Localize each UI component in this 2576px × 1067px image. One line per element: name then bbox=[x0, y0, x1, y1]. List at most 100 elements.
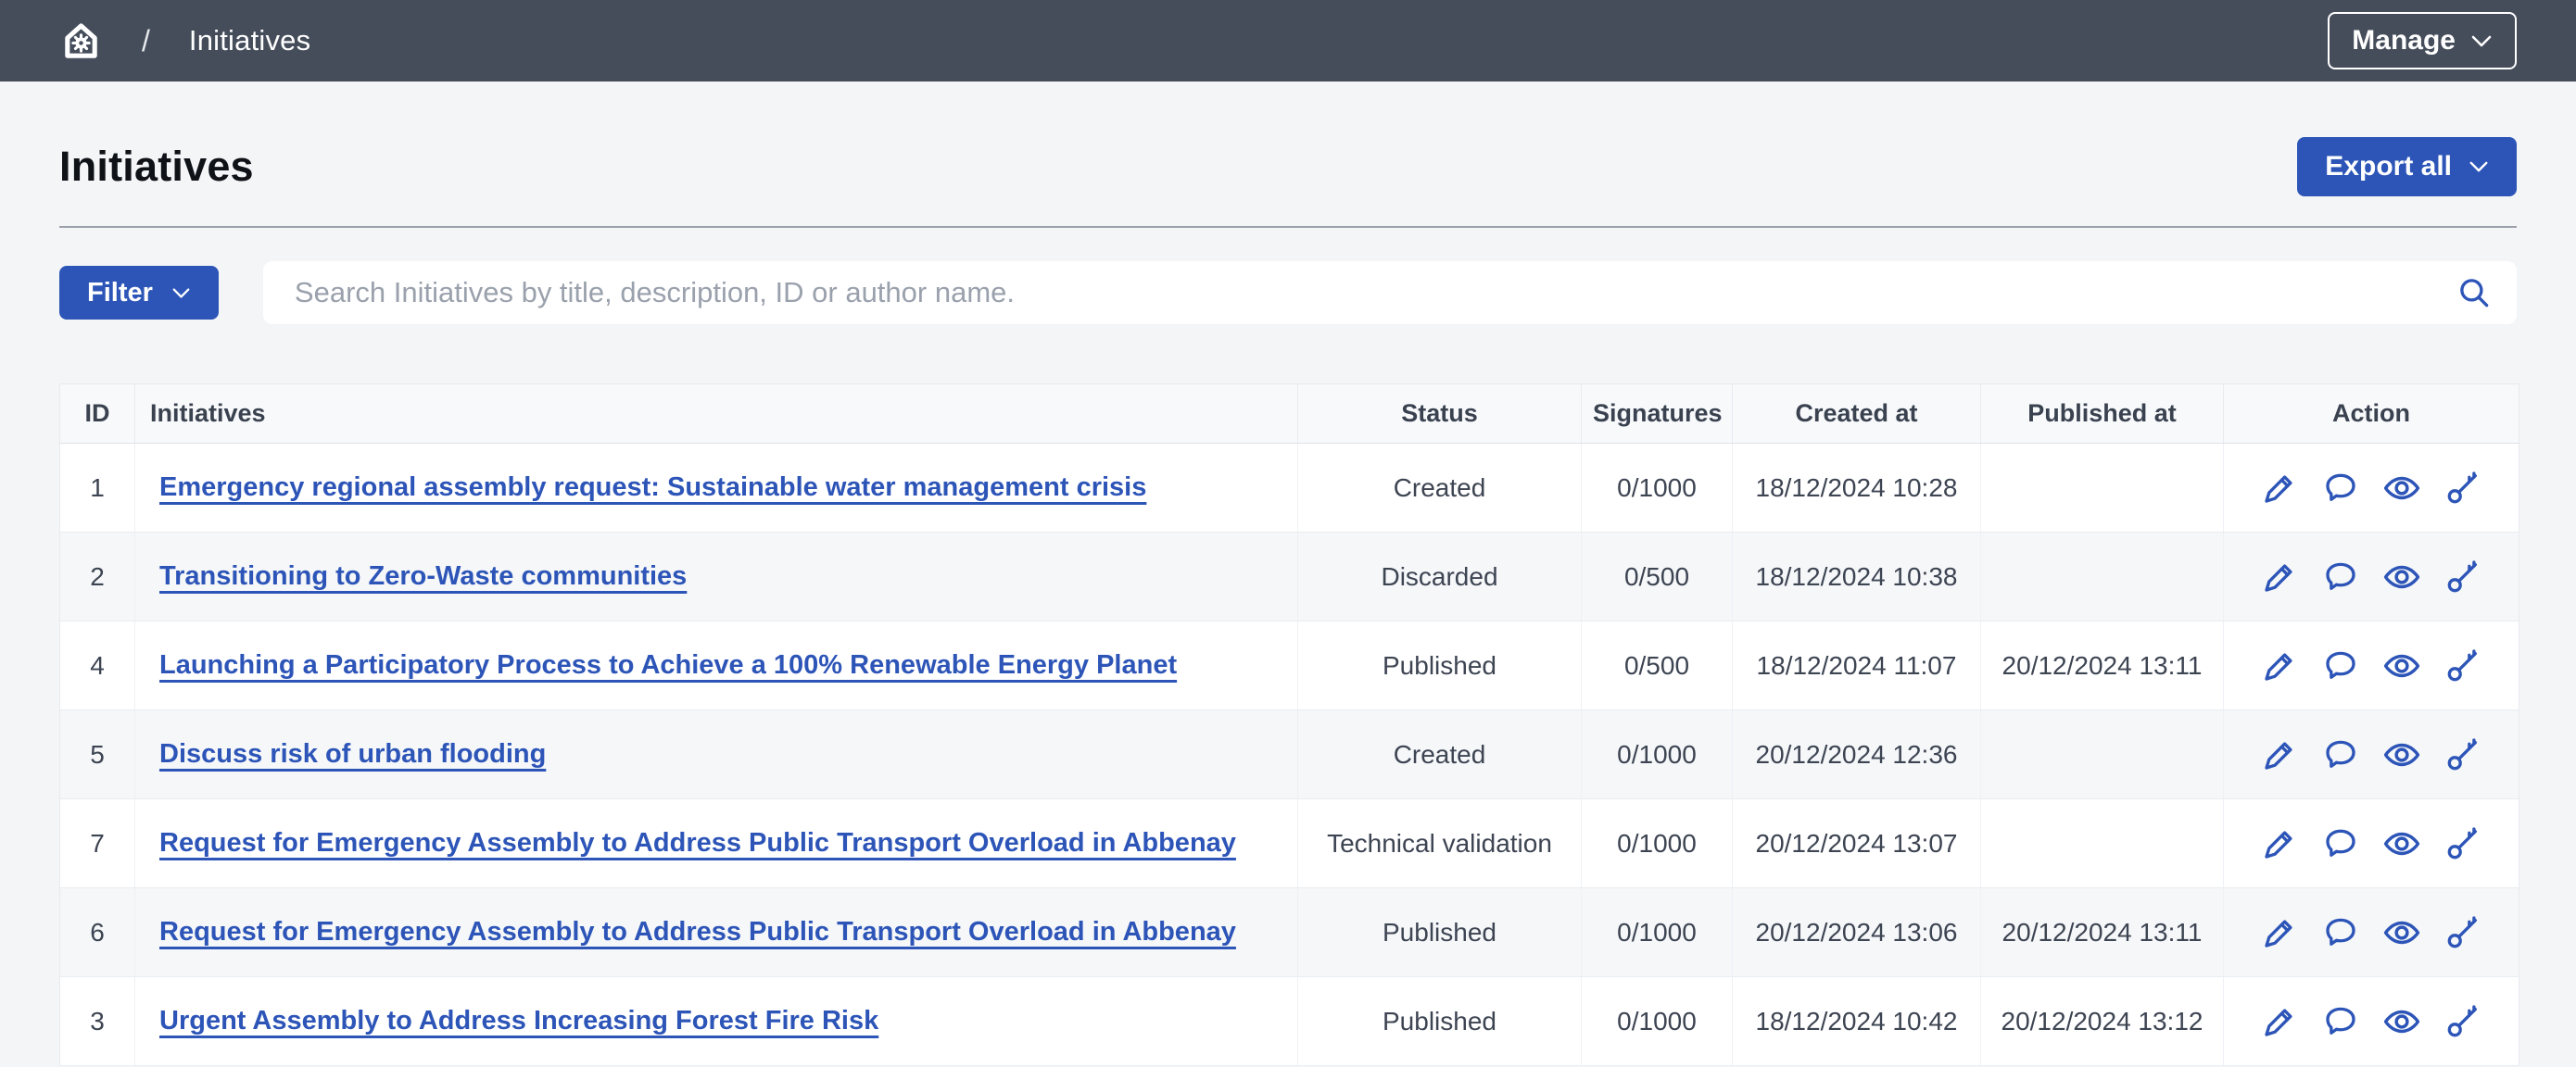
home-gear-icon[interactable] bbox=[59, 19, 103, 63]
permissions-button[interactable] bbox=[2443, 646, 2483, 686]
answer-button[interactable] bbox=[2320, 557, 2361, 597]
column-header-created-at: Created at bbox=[1733, 384, 1981, 444]
answer-button[interactable] bbox=[2320, 823, 2361, 864]
edit-button[interactable] bbox=[2259, 734, 2300, 775]
speech-bubble-icon bbox=[2321, 1002, 2360, 1041]
filter-search-toolbar: Filter bbox=[59, 261, 2517, 324]
initiative-link[interactable]: Request for Emergency Assembly to Addres… bbox=[159, 828, 1236, 858]
initiative-id: 6 bbox=[60, 888, 135, 977]
permissions-button[interactable] bbox=[2443, 912, 2483, 953]
initiative-id: 7 bbox=[60, 799, 135, 888]
speech-bubble-icon bbox=[2321, 646, 2360, 685]
page-title: Initiatives bbox=[59, 143, 254, 191]
eye-icon bbox=[2381, 734, 2422, 775]
permissions-button[interactable] bbox=[2443, 557, 2483, 597]
key-icon bbox=[2443, 558, 2482, 596]
filter-button-label: Filter bbox=[87, 278, 153, 308]
row-actions bbox=[2235, 646, 2507, 686]
filter-button[interactable]: Filter bbox=[59, 266, 219, 320]
column-header-initiatives: Initiatives bbox=[135, 384, 1298, 444]
edit-button[interactable] bbox=[2259, 912, 2300, 953]
speech-bubble-icon bbox=[2321, 558, 2360, 596]
initiative-signatures: 0/1000 bbox=[1582, 710, 1733, 799]
eye-icon bbox=[2381, 912, 2422, 953]
key-icon bbox=[2443, 824, 2482, 863]
initiative-published-at bbox=[1981, 710, 2224, 799]
initiative-signatures: 0/500 bbox=[1582, 621, 1733, 710]
edit-button[interactable] bbox=[2259, 1001, 2300, 1042]
edit-button[interactable] bbox=[2259, 646, 2300, 686]
initiative-created-at: 20/12/2024 13:07 bbox=[1733, 799, 1981, 888]
table-row: 6 Request for Emergency Assembly to Addr… bbox=[60, 888, 2519, 977]
initiative-id: 5 bbox=[60, 710, 135, 799]
title-divider bbox=[59, 226, 2517, 228]
search-button[interactable] bbox=[2454, 272, 2494, 313]
breadcrumb-separator: / bbox=[142, 24, 150, 58]
initiative-link[interactable]: Launching a Participatory Process to Ach… bbox=[159, 650, 1177, 680]
answer-button[interactable] bbox=[2320, 646, 2361, 686]
key-icon bbox=[2443, 469, 2482, 508]
export-all-button[interactable]: Export all bbox=[2297, 137, 2517, 196]
permissions-button[interactable] bbox=[2443, 734, 2483, 775]
initiative-status: Created bbox=[1298, 710, 1582, 799]
initiative-signatures: 0/500 bbox=[1582, 533, 1733, 621]
eye-icon bbox=[2381, 646, 2422, 686]
edit-button[interactable] bbox=[2259, 468, 2300, 508]
row-actions bbox=[2235, 468, 2507, 508]
permissions-button[interactable] bbox=[2443, 1001, 2483, 1042]
admin-topbar: / Initiatives Manage bbox=[0, 0, 2576, 82]
column-header-status: Status bbox=[1298, 384, 1582, 444]
search-icon bbox=[2455, 273, 2494, 312]
initiative-status: Technical validation bbox=[1298, 799, 1582, 888]
initiative-published-at bbox=[1981, 444, 2224, 533]
pencil-icon bbox=[2260, 824, 2299, 863]
preview-button[interactable] bbox=[2381, 1001, 2422, 1042]
answer-button[interactable] bbox=[2320, 912, 2361, 953]
initiative-link[interactable]: Request for Emergency Assembly to Addres… bbox=[159, 917, 1236, 947]
initiative-link[interactable]: Urgent Assembly to Address Increasing Fo… bbox=[159, 1006, 878, 1036]
initiative-status: Published bbox=[1298, 977, 1582, 1066]
search-input[interactable] bbox=[263, 261, 2517, 324]
table-header-row: ID Initiatives Status Signatures Created… bbox=[60, 384, 2519, 444]
preview-button[interactable] bbox=[2381, 823, 2422, 864]
initiative-signatures: 0/1000 bbox=[1582, 444, 1733, 533]
row-actions bbox=[2235, 912, 2507, 953]
preview-button[interactable] bbox=[2381, 912, 2422, 953]
edit-button[interactable] bbox=[2259, 557, 2300, 597]
breadcrumb-current: Initiatives bbox=[189, 24, 310, 57]
initiative-published-at bbox=[1981, 799, 2224, 888]
permissions-button[interactable] bbox=[2443, 468, 2483, 508]
row-actions bbox=[2235, 734, 2507, 775]
initiative-published-at: 20/12/2024 13:11 bbox=[1981, 621, 2224, 710]
row-actions bbox=[2235, 557, 2507, 597]
initiative-status: Created bbox=[1298, 444, 1582, 533]
table-row: 7 Request for Emergency Assembly to Addr… bbox=[60, 799, 2519, 888]
initiative-link[interactable]: Transitioning to Zero-Waste communities bbox=[159, 561, 687, 591]
answer-button[interactable] bbox=[2320, 1001, 2361, 1042]
preview-button[interactable] bbox=[2381, 468, 2422, 508]
table-row: 2 Transitioning to Zero-Waste communitie… bbox=[60, 533, 2519, 621]
chevron-down-icon bbox=[171, 287, 191, 299]
preview-button[interactable] bbox=[2381, 646, 2422, 686]
speech-bubble-icon bbox=[2321, 735, 2360, 774]
preview-button[interactable] bbox=[2381, 734, 2422, 775]
answer-button[interactable] bbox=[2320, 468, 2361, 508]
row-actions bbox=[2235, 1001, 2507, 1042]
pencil-icon bbox=[2260, 735, 2299, 774]
key-icon bbox=[2443, 735, 2482, 774]
manage-button-label: Manage bbox=[2352, 25, 2456, 56]
breadcrumb: / Initiatives bbox=[59, 19, 310, 63]
answer-button[interactable] bbox=[2320, 734, 2361, 775]
edit-button[interactable] bbox=[2259, 823, 2300, 864]
manage-button[interactable]: Manage bbox=[2328, 12, 2517, 69]
permissions-button[interactable] bbox=[2443, 823, 2483, 864]
eye-icon bbox=[2381, 823, 2422, 864]
initiative-link[interactable]: Emergency regional assembly request: Sus… bbox=[159, 472, 1146, 502]
preview-button[interactable] bbox=[2381, 557, 2422, 597]
initiative-published-at: 20/12/2024 13:11 bbox=[1981, 888, 2224, 977]
main-content: Initiatives Export all Filter bbox=[0, 137, 2576, 1066]
chevron-down-icon bbox=[2469, 160, 2489, 173]
table-row: 1 Emergency regional assembly request: S… bbox=[60, 444, 2519, 533]
column-header-published-at: Published at bbox=[1981, 384, 2224, 444]
initiative-link[interactable]: Discuss risk of urban flooding bbox=[159, 739, 546, 769]
